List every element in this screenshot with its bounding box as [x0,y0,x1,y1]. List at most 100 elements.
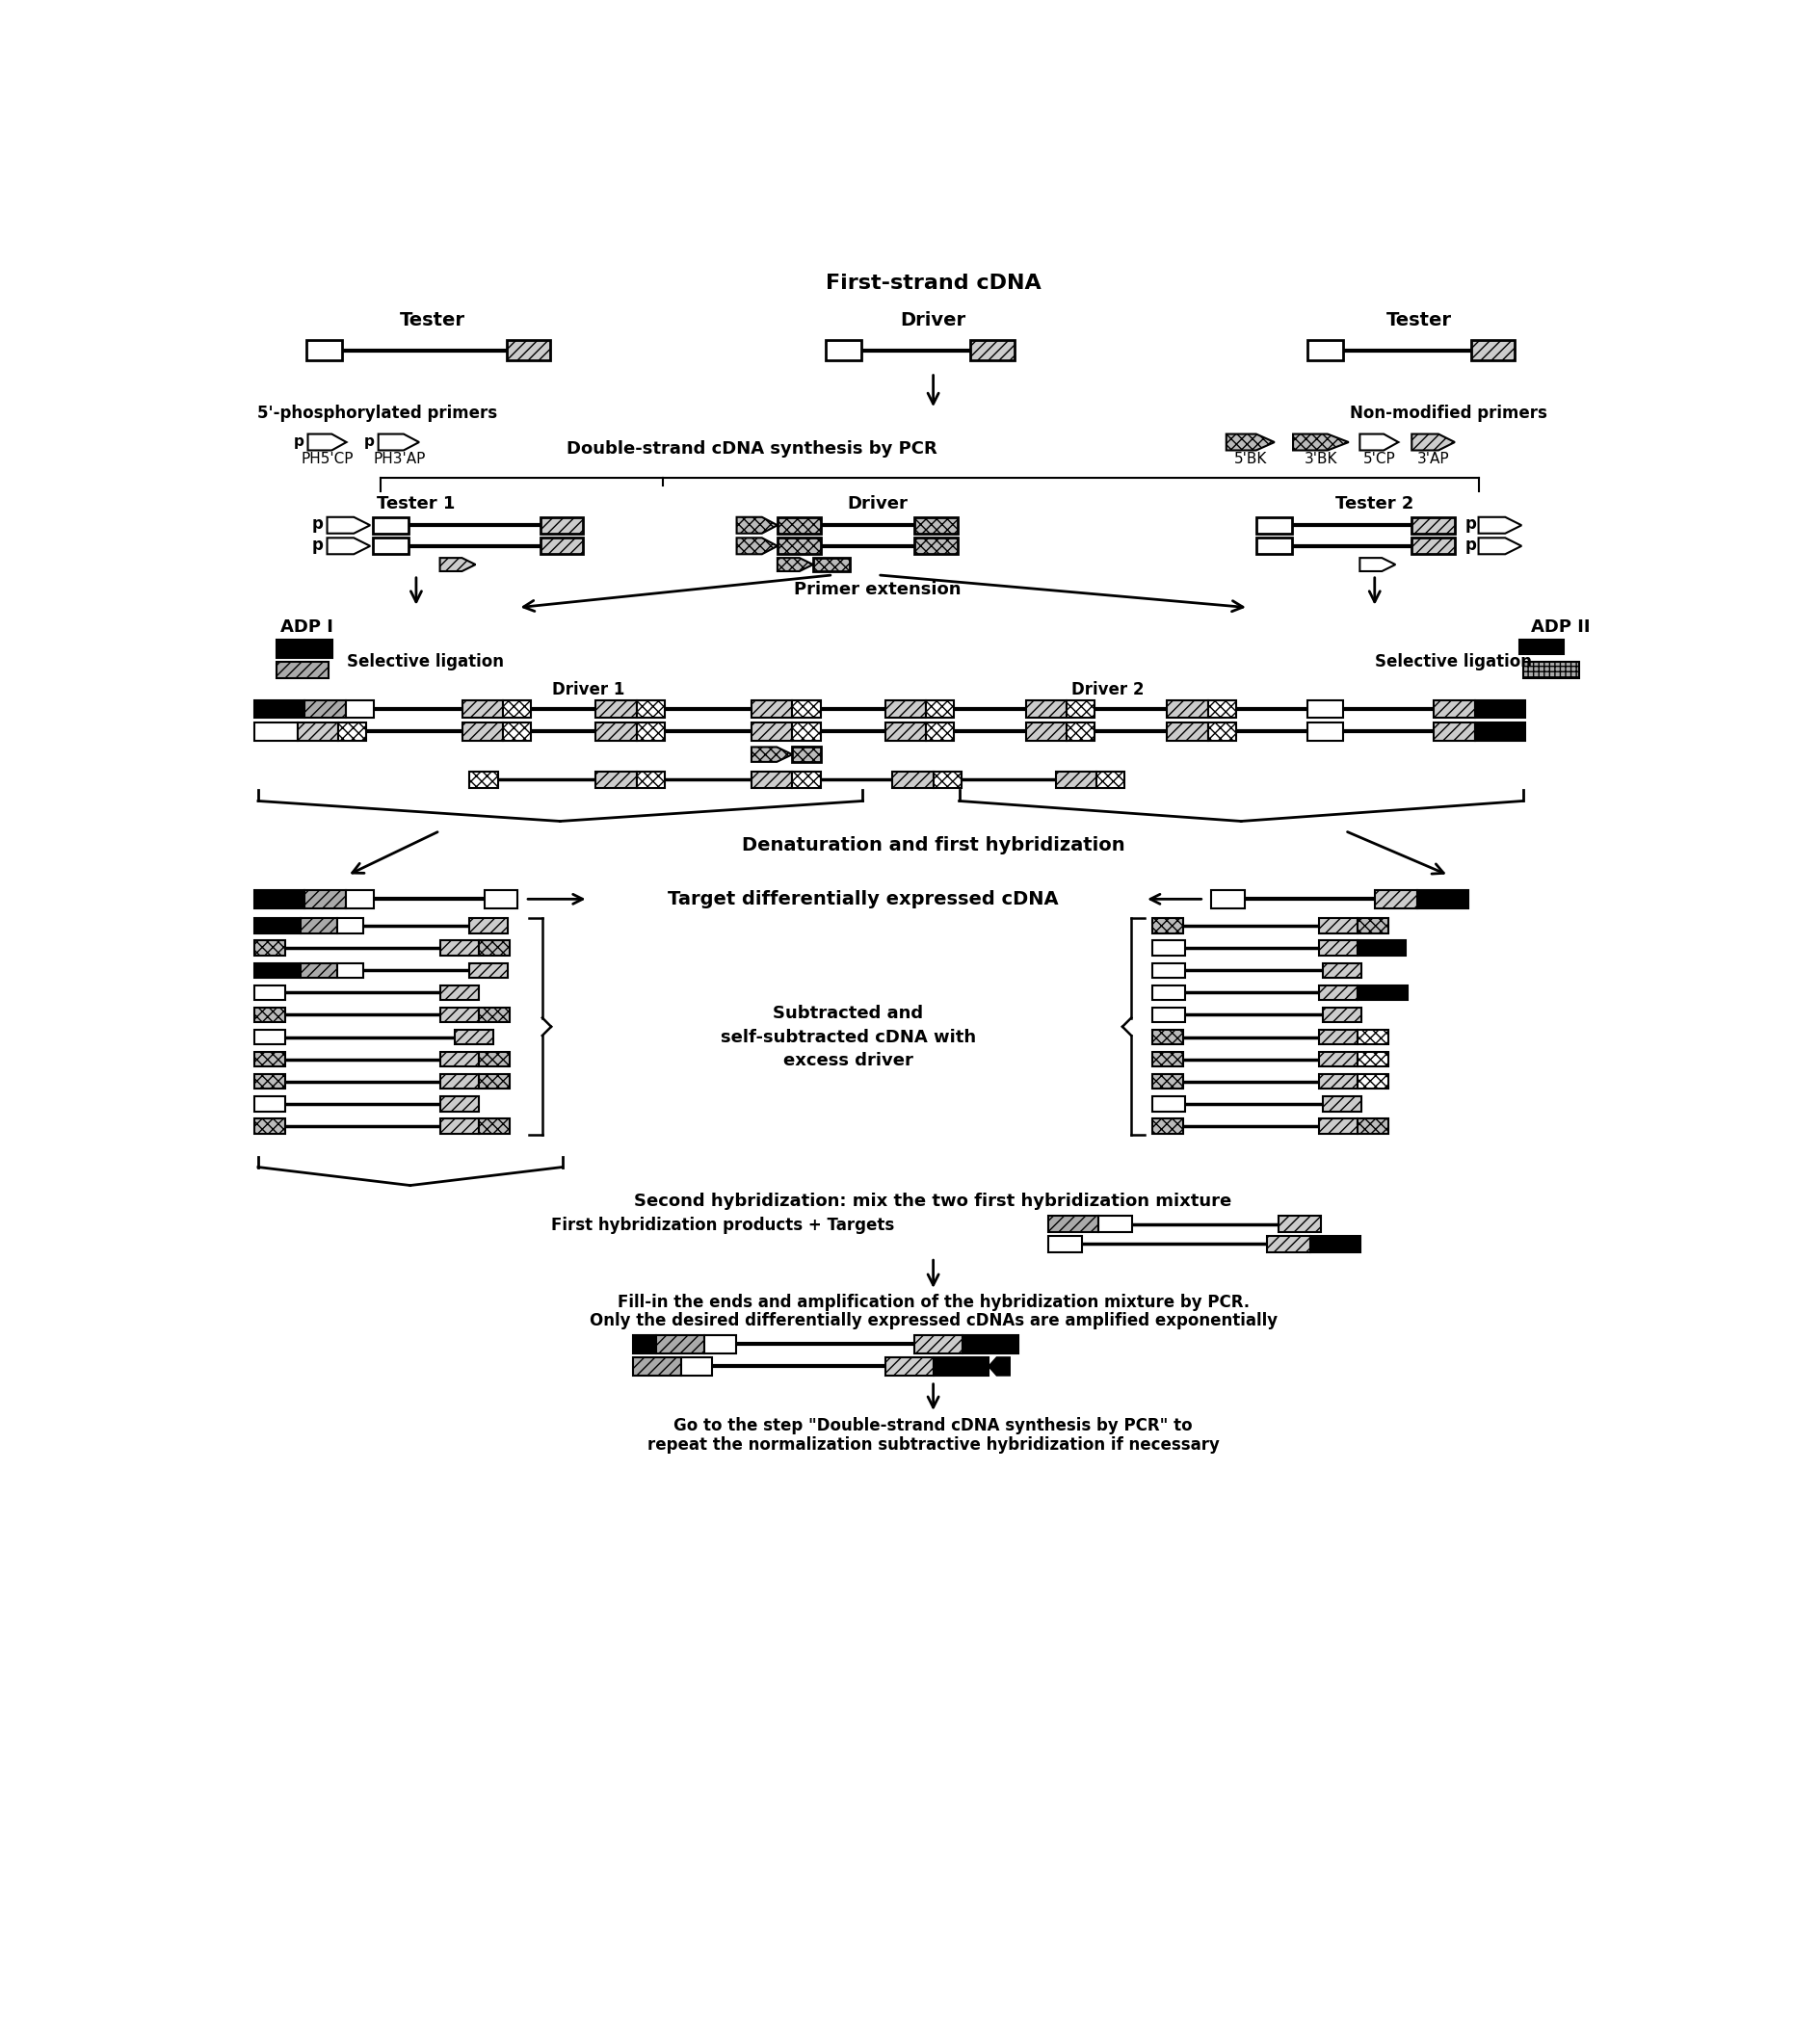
Polygon shape [1478,538,1522,554]
Bar [914,1335,963,1353]
Bar [812,558,850,572]
Bar [925,722,954,740]
Bar [777,518,821,534]
Bar [792,746,821,762]
Text: Target differentially expressed cDNA: Target differentially expressed cDNA [666,890,1057,908]
Bar [970,340,1014,360]
Bar [1358,940,1405,956]
Text: 5'BK: 5'BK [1234,453,1267,467]
Bar [373,518,408,534]
Bar [373,538,408,554]
Bar [1318,985,1358,1001]
Bar [462,722,502,740]
Bar [479,1051,510,1068]
Bar [1471,340,1514,360]
Bar [1358,1118,1389,1134]
Bar [440,940,479,956]
Polygon shape [1478,518,1522,534]
Bar [1474,700,1525,718]
Text: repeat the normalization subtractive hybridization if necessary: repeat the normalization subtractive hyb… [646,1436,1219,1454]
Text: Primer extension: Primer extension [794,580,961,599]
Bar [792,772,821,789]
Text: p: p [1465,516,1476,534]
Polygon shape [308,435,346,451]
Text: Tester: Tester [400,311,464,330]
Bar [506,340,550,360]
Bar [637,722,664,740]
Bar [1207,722,1236,740]
Bar [255,1029,286,1045]
Bar [1318,940,1358,956]
Bar [1358,1051,1389,1068]
Bar [1321,962,1361,979]
Bar [255,890,304,908]
Bar [1096,772,1125,789]
Text: Tester: Tester [1385,311,1451,330]
Bar [1318,1029,1358,1045]
Bar [932,1357,988,1375]
Bar [277,639,331,657]
Bar [1097,1215,1132,1231]
Bar [1025,722,1067,740]
Bar [1152,1029,1183,1045]
Bar [479,1007,510,1023]
Bar [255,962,300,979]
Text: First hybridization products + Targets: First hybridization products + Targets [551,1217,894,1233]
Text: p: p [1465,536,1476,554]
Polygon shape [1292,435,1349,451]
Text: First-strand cDNA: First-strand cDNA [824,273,1041,293]
Bar [681,1357,712,1375]
Bar [1307,700,1343,718]
Text: self-subtracted cDNA with: self-subtracted cDNA with [721,1029,976,1045]
Polygon shape [1225,435,1274,451]
Bar [255,940,286,956]
Bar [1152,918,1183,934]
Bar [1152,1007,1185,1023]
Bar [704,1335,735,1353]
Bar [1048,1215,1097,1231]
Text: ADP II: ADP II [1531,619,1589,635]
Text: p: p [293,435,304,449]
Bar [1048,1235,1081,1252]
Bar [777,538,821,554]
Bar [1474,722,1525,740]
Bar [1518,639,1563,655]
Bar [637,772,664,789]
Bar [637,700,664,718]
Text: ADP I: ADP I [280,619,333,635]
Bar [1267,1235,1309,1252]
Bar [255,1007,286,1023]
Bar [479,940,510,956]
Text: p: p [311,536,322,554]
Bar [914,518,957,534]
Bar [1358,918,1389,934]
Bar [885,700,925,718]
Bar [255,918,300,934]
Bar [470,962,508,979]
Bar [1418,890,1467,908]
Bar [1318,1118,1358,1134]
Bar [1256,538,1290,554]
Text: Fill-in the ends and amplification of the hybridization mixture by PCR.: Fill-in the ends and amplification of th… [617,1294,1249,1312]
Bar [255,722,297,740]
Text: p: p [311,516,322,534]
Bar [1067,700,1094,718]
Bar [337,918,364,934]
Bar [595,772,637,789]
Bar [1067,722,1094,740]
Bar [595,722,637,740]
Bar [541,538,582,554]
Bar [1152,1118,1183,1134]
Bar [1210,890,1245,908]
Text: excess driver: excess driver [783,1051,912,1070]
Bar [1321,1096,1361,1112]
Polygon shape [752,746,792,762]
Bar [1522,661,1578,677]
Polygon shape [988,1357,1008,1375]
Text: Double-strand cDNA synthesis by PCR: Double-strand cDNA synthesis by PCR [566,441,935,457]
Bar [470,918,508,934]
Text: Non-modified primers: Non-modified primers [1349,404,1547,423]
Bar [1307,340,1343,360]
Bar [455,1029,493,1045]
Text: Second hybridization: mix the two first hybridization mixture: Second hybridization: mix the two first … [633,1193,1232,1211]
